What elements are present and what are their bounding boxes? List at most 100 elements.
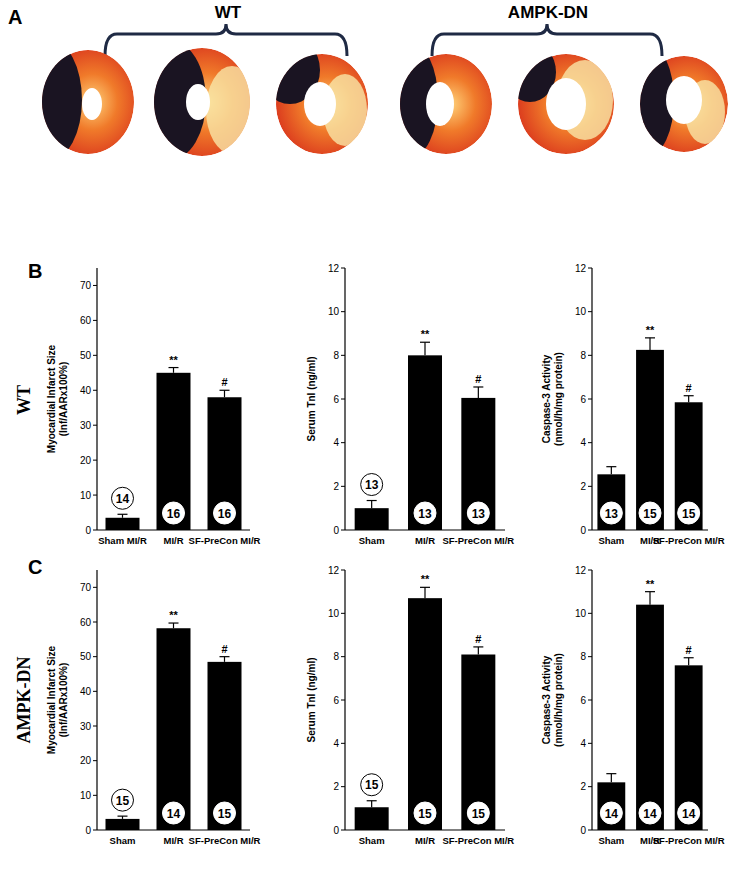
y-tick [341, 268, 345, 269]
y-tick [588, 355, 592, 356]
bar-chart: 024681012Caspase-3 Activity(nmol/h/mg pr… [541, 565, 725, 847]
bar-chart: 010203040506070Myocardial Infarct Size(I… [46, 570, 261, 846]
error-cap [118, 514, 128, 515]
y-tick [588, 613, 592, 614]
bar [675, 402, 703, 530]
significance: # [686, 644, 692, 656]
error-cap [606, 773, 616, 774]
n-circle [678, 502, 700, 524]
heart-lumen [186, 84, 210, 120]
x-tick-label: SF-PreCon MI/R [653, 835, 725, 846]
error-bar [606, 467, 616, 475]
y-axis-label: (Inf/AARx100%) [58, 663, 69, 737]
n-circle [600, 802, 622, 824]
y-tick [93, 622, 97, 623]
x-tick-label: Sham [110, 835, 136, 846]
heart-lumen [426, 82, 454, 126]
y-tick-label: 2 [333, 781, 339, 792]
plot-area [355, 342, 496, 530]
n-label: 15 [116, 794, 130, 808]
error-cap [169, 622, 179, 623]
n-label: 15 [418, 807, 432, 821]
error-cap [645, 591, 655, 592]
figure: AWTAMPK-DNBCWTAMPK-DN010203040506070Myoc… [0, 0, 729, 894]
y-tick [341, 399, 345, 400]
error-stem [688, 396, 689, 403]
bar [675, 665, 703, 830]
x-tick-label: SF-PreCon MI/R [442, 535, 514, 546]
y-tick [93, 691, 97, 692]
y-tick [588, 786, 592, 787]
error-bar [473, 387, 483, 398]
y-tick [588, 486, 592, 487]
heart-slice [504, 42, 614, 154]
panel-label: B [28, 260, 42, 282]
y-tick-label: 0 [580, 825, 586, 836]
y-axis-label: Caspase-3 Activity [541, 655, 552, 744]
row-label: AMPK-DN [14, 657, 34, 744]
y-tick-label: 10 [575, 608, 587, 619]
error-bar [367, 801, 377, 808]
y-tick [93, 587, 97, 588]
bar-chart: 024681012Serum TnI (ng/ml)Sham15MI/R**15… [306, 565, 514, 847]
y-tick-label: 10 [328, 306, 340, 317]
y-tick [588, 399, 592, 400]
heart-slice [18, 40, 134, 160]
n-circle [414, 502, 436, 524]
bar-chart: 024681012Caspase-3 Activity(nmol/h/mg pr… [541, 263, 725, 547]
error-cap [645, 337, 655, 338]
row-label: WT [14, 385, 34, 415]
heart-slice [260, 36, 368, 154]
n-label: 15 [472, 807, 486, 821]
y-tick [93, 355, 97, 356]
plot-area [106, 623, 242, 830]
group-label: AMPK-DN [508, 3, 588, 22]
significance: # [475, 373, 481, 385]
y-tick [93, 726, 97, 727]
n-label: 14 [682, 807, 696, 821]
n-circle [467, 502, 489, 524]
plot-area [106, 368, 242, 530]
y-tick-label: 20 [80, 755, 92, 766]
y-tick-label: 4 [333, 437, 339, 448]
y-tick [588, 656, 592, 657]
y-tick-label: 10 [80, 490, 92, 501]
heart-slice [134, 40, 258, 160]
y-tick [341, 355, 345, 356]
y-tick-label: 12 [575, 565, 587, 576]
y-tick-label: 40 [80, 686, 92, 697]
error-cap [606, 466, 616, 467]
error-bar [684, 658, 694, 666]
error-stem [173, 623, 174, 628]
error-stem [371, 501, 372, 509]
y-tick [341, 570, 345, 571]
bar [461, 398, 495, 530]
bar [106, 518, 140, 530]
error-bar [645, 338, 655, 350]
n-label: 14 [167, 807, 181, 821]
y-tick [588, 442, 592, 443]
y-axis-label: Myocardial Infarct Size [46, 645, 57, 754]
y-axis-label: Serum TnI (ng/ml) [306, 357, 317, 442]
n-label: 14 [116, 492, 130, 506]
error-cap [420, 342, 430, 343]
significance: # [221, 643, 227, 655]
n-circle [214, 502, 236, 524]
y-tick-label: 4 [580, 437, 586, 448]
error-bar [473, 647, 483, 655]
error-bar [367, 501, 377, 509]
y-tick [588, 743, 592, 744]
group-label: WT [215, 3, 242, 22]
x-tick-label: SF-PreCon MI/R [653, 535, 725, 546]
y-tick [341, 442, 345, 443]
y-tick-label: 30 [80, 721, 92, 732]
y-tick-label: 60 [80, 315, 92, 326]
n-label: 15 [643, 507, 657, 521]
error-cap [220, 656, 230, 657]
n-circle [112, 487, 134, 509]
y-axis-label: Myocardial Infarct Size [46, 344, 57, 453]
bar [636, 350, 664, 530]
y-axis-label: (nmol/h/mg protein) [553, 653, 564, 747]
y-tick [93, 656, 97, 657]
error-bar [220, 657, 230, 662]
